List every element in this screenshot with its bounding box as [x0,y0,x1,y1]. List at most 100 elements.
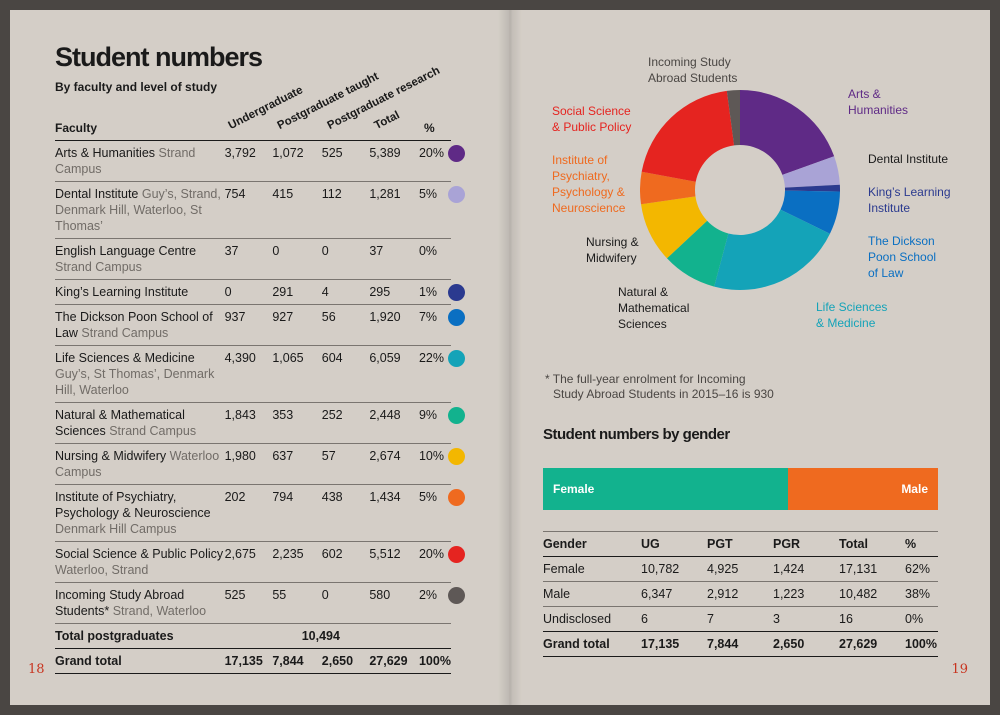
cell-ug: 525 [224,588,246,602]
donut-label-law: The Dickson Poon School of Law [868,234,937,280]
gender-cell: 6,347 [641,587,673,601]
faculty-name: King’s Learning Institute [55,285,189,299]
donut-slice-8 [641,90,735,182]
gender-title: Student numbers by gender [543,426,730,443]
table-row: Incoming Study Abroad Students* Strand, … [55,582,465,624]
cell-pgt: 0 [272,244,280,258]
pct-value: 9% [418,408,438,422]
cell-ug: 37 [224,244,239,258]
cell-total: 2,448 [369,408,401,422]
cell-pgr: 525 [321,146,343,160]
legend-dot [448,350,465,367]
faculty-name-cell: Arts & Humanities Strand Campus [55,141,225,182]
legend-dot [448,284,465,301]
table-row: English Language Centre Strand Campus 37 0… [55,238,451,280]
legend-dot [448,489,465,506]
faculty-name: Arts & Humanities [55,146,156,160]
footnote-line-2: Study Abroad Students in 2015–16 is 930 [553,387,774,401]
table-row: Social Science & Public Policy Waterloo,… [55,541,465,583]
gender-cell: 6 [641,612,648,626]
table-row: The Dickson Poon School of Law Strand Ca… [55,304,465,346]
donut-label-kli: King’s Learning Institute [868,185,951,215]
cell-pgt: 55 [272,588,287,602]
pct-value: 0% [418,244,438,258]
cell-pgt: 794 [272,490,294,504]
gender-cell: 10,482 [839,587,878,601]
faculty-name-cell: Natural & Mathematical Sciences Strand C… [55,403,225,444]
faculty-name-cell: Dental Institute Guy’s, Strand, Denmark … [55,182,225,239]
cell-ug: 202 [224,490,246,504]
footnote-line-1: * The full-year enrolment for Incoming [545,372,746,386]
faculty-campus: Waterloo Campus [55,449,220,479]
gender-cell: PGT [707,537,733,551]
pct-value: 1% [418,285,438,299]
faculty-name: English Language Centre [55,244,197,258]
page-title: Student numbers [55,42,263,72]
header-pct: % [424,121,435,135]
gender-cell: 62% [905,562,931,576]
gender-cell: 17,131 [839,562,878,576]
grand-pgt: 7,844 [272,654,304,668]
table-row: Male 6,347 2,912 1,223 10,482 38% [543,581,938,607]
table-row: Natural & Mathematical Sciences Strand C… [55,402,465,444]
total-pg-label: Total postgraduates [55,629,174,643]
cell-total: 580 [369,588,391,602]
faculty-name-cell: King’s Learning Institute [55,280,225,305]
cell-pct: 5% [418,182,465,239]
faculty-name: Institute of Psychiatry, Psychology & Ne… [55,490,211,520]
donut-slice-9 [726,90,740,146]
cell-pgt: 927 [272,310,294,324]
gender-header-row: Gender UG PGT PGR Total% [543,531,938,557]
cell-total: 1,920 [369,310,401,324]
grand-pgr: 2,650 [321,654,354,668]
pct-value: 5% [418,187,438,201]
donut-slice-4 [714,209,830,290]
gender-cell: UG [641,537,660,551]
cell-pgr: 4 [321,285,329,299]
faculty-campus: Strand Campus [55,260,142,274]
legend-dot [448,448,465,465]
cell-pgr: 56 [321,310,336,324]
total-postgraduates-row: Total postgraduates 10,494 [55,623,451,649]
cell-pct: 0% [419,239,451,280]
gender-cell: 2,912 [707,587,739,601]
donut-label-life: Life Sciences & Medicine [816,300,888,330]
pct-value: 5% [418,490,438,504]
legend-dot [448,546,465,563]
table-row: Undisclosed 6 7 3 16 0% [543,606,938,632]
table-row: Nursing & Midwifery Waterloo Campus 1,980… [55,443,465,485]
donut-slice-3 [780,190,840,234]
gender-cell: 7 [707,612,714,626]
cell-pgt: 1,065 [272,351,304,365]
cell-ug: 1,980 [224,449,256,463]
faculty-name: Nursing & Midwifery [55,449,167,463]
cell-pct: 22% [419,346,465,403]
cell-ug: 0 [224,285,232,299]
legend-dot [448,587,465,604]
cell-total: 5,512 [369,547,401,561]
page-number-left: 18 [28,662,45,677]
faculty-campus: Strand Campus [55,146,196,176]
donut-label-social: Social Science & Public Policy [552,104,632,134]
gender-cell: 7,844 [707,637,739,651]
faculty-table: Arts & Humanities Strand Campus 3,792 1,07… [55,140,465,674]
total-pg-value: 10,494 [301,629,340,643]
pct-value: 10% [418,449,444,463]
legend-dot [448,145,465,162]
faculty-name-cell: The Dickson Poon School of Law Strand Ca… [55,305,225,346]
pct-value: 20% [418,547,444,561]
cell-pct: 2% [419,583,465,624]
gender-cell: 2,650 [773,637,805,651]
grand-pct: 100% [418,654,451,668]
gender-cell: Grand total [543,637,610,651]
header-faculty: Faculty [55,121,98,135]
cell-total: 6,059 [369,351,401,365]
cell-ug: 4,390 [224,351,256,365]
donut-slice-6 [641,196,708,259]
footnote: * The full-year enrolment for Incoming S… [545,372,774,402]
gender-cell: Total [839,537,868,551]
cell-ug: 2,675 [224,547,256,561]
pct-value: 20% [418,146,444,160]
cell-ug: 1,843 [224,408,256,422]
faculty-name: Natural & Mathematical Sciences [55,408,185,438]
